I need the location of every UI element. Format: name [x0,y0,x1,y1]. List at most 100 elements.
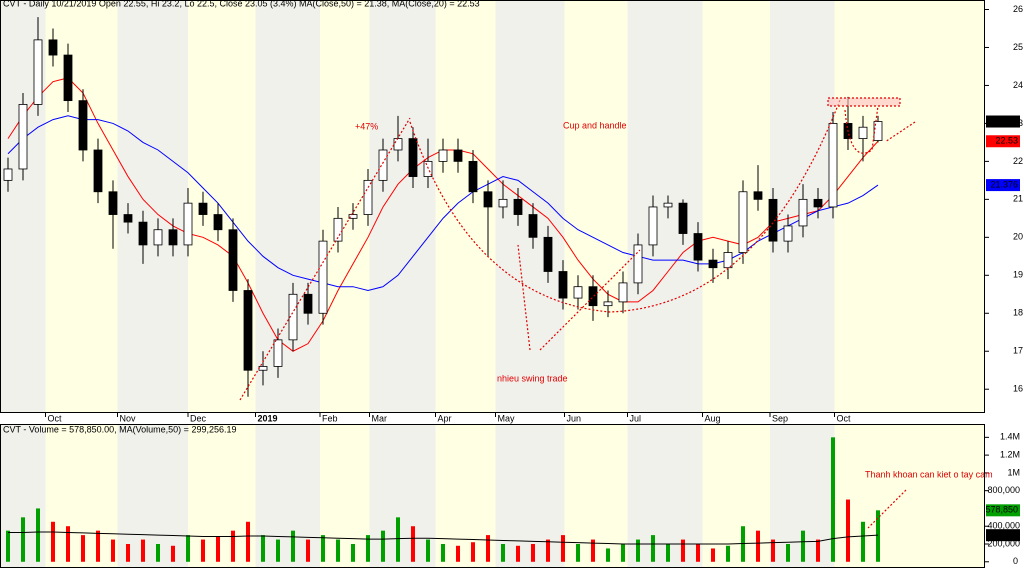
month-band [369,0,436,412]
y-tick-label: 16 [1013,384,1023,394]
volume-bar [306,539,310,562]
volume-bar [216,536,220,562]
volume-bar [501,544,505,562]
y-tick-label: 800,000 [987,485,1020,495]
candle-body [498,198,508,208]
candle-body [663,202,673,208]
arrow [539,249,641,351]
volume-bar [516,545,520,562]
y-tick-label: 18 [1013,308,1023,318]
month-bands [0,0,985,568]
volume-bar [621,544,625,562]
candle-body [78,100,88,151]
x-tick-label: Dec [190,413,207,423]
volume-bar [171,545,175,562]
candle-body [153,229,163,246]
volume-bar [231,530,235,562]
volume-bar [471,542,475,562]
x-tick-label: Oct [48,413,63,423]
volume-bar [441,544,445,562]
volume-bar [66,526,70,562]
candle-body [303,293,313,314]
y-tick-label: 20 [1013,232,1023,242]
candle-body [258,366,268,371]
x-tick-label: Aug [705,413,721,423]
month-band [834,424,985,568]
candle-body [603,301,613,307]
volume-bar [6,530,10,562]
volume-bar [141,539,145,562]
volume-bar [576,544,580,562]
volume-bar [816,539,820,562]
month-band [255,424,320,568]
y-tick-label: 21 [1013,194,1023,204]
candle-body [453,149,463,162]
candle-body [438,149,448,162]
arrow [517,244,531,351]
month-band [255,0,320,412]
x-tick-label: Apr [438,413,452,423]
candle-body [48,39,58,56]
volume-bar [186,535,190,562]
y-tick-label: 1.4M [1000,432,1020,442]
handle-box [827,97,901,107]
candle-body [618,282,628,303]
candle-body [198,202,208,215]
volume-bar [666,544,670,562]
volume-bar [456,545,460,562]
volume-bar [771,539,775,562]
month-band [834,0,985,412]
candle-body [408,138,418,177]
arrow [867,489,907,529]
value-tag [986,179,1020,192]
volume-bar [486,535,490,562]
volume-bar [36,508,40,562]
candle-body [168,229,178,246]
volume-bar [876,510,880,562]
candle-body [678,202,688,234]
volume-bar [531,544,535,562]
candle-body [513,198,523,215]
x-tick-label: 2019 [258,413,278,423]
x-tick-label: Nov [120,413,137,423]
x-tick-label: Jul [630,413,642,423]
y-tick-label: 22 [1013,156,1023,166]
candle-body [3,168,13,181]
candle-body [333,217,343,242]
volume-bar [396,517,400,562]
y-tick-label: 19 [1013,270,1023,280]
month-band [320,0,370,412]
candle-body [633,244,643,284]
candle-body [573,286,583,299]
annotation: Cup and handle [563,120,627,130]
volume-bar [156,544,160,562]
volume-bar [636,539,640,562]
volume-bar [681,539,685,562]
volume-bar [126,544,130,562]
candle-body [693,233,703,261]
month-band [45,0,118,412]
volume-bar [51,521,55,562]
x-tick-label: Jun [567,413,582,423]
volume-bar [786,544,790,562]
candle-body [753,191,763,200]
month-band [188,424,256,568]
volume-title: CVT - Volume = 578,850.00, MA(Volume,50)… [3,424,236,434]
candle-body [858,126,868,139]
month-band [564,424,628,568]
y-tick-label: 17 [1013,346,1023,356]
candle-body [483,191,493,208]
candle-body [798,198,808,227]
month-band [435,424,496,568]
volume-bar [711,548,715,562]
candle-body [108,191,118,215]
x-tick-label: Feb [322,413,338,423]
volume-bar [291,530,295,562]
price-title: CVT - Daily 10/21/2019 Open 22.55, Hi 23… [3,0,480,8]
value-tag-label: 21.376 [990,179,1018,189]
value-tag-label: 22.53 [995,136,1018,146]
volume-bar [756,530,760,562]
volume-bar [381,530,385,562]
volume-bar [351,544,355,562]
candle-body [393,138,403,151]
